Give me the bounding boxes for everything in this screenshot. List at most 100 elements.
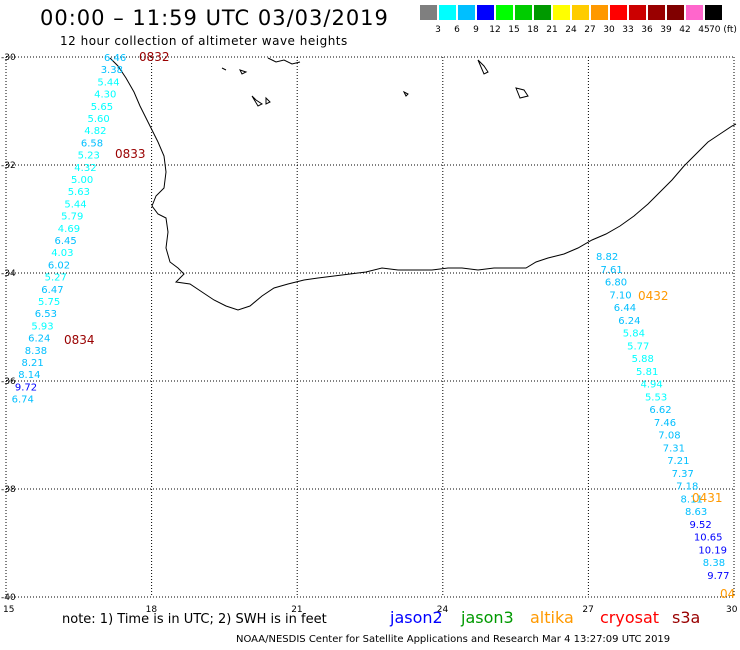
longitude-tick-label: 27 <box>582 605 593 615</box>
color-swatch <box>629 5 646 20</box>
wave-height-value: 5.00 <box>71 175 93 186</box>
color-scale-label: 12 <box>489 25 501 35</box>
color-scale-label: 15 <box>508 25 520 35</box>
latitude-tick-label: -38 <box>1 485 16 495</box>
wave-height-value: 4.69 <box>58 224 80 235</box>
pass-time-label: 0832 <box>139 50 170 64</box>
wave-height-value: 6.53 <box>35 309 57 320</box>
credit-line: NOAA/NESDIS Center for Satellite Applica… <box>236 634 671 645</box>
pass-time-labels: 0832 0833 0834 0432 0431 04 <box>64 50 735 601</box>
color-scale-label: 45 <box>698 25 710 35</box>
color-swatch <box>439 5 456 20</box>
color-scale-label: 39 <box>660 25 672 35</box>
latitude-tick-label: -34 <box>1 269 16 279</box>
color-scale-label: 27 <box>584 25 596 35</box>
pass-time-label: 04 <box>720 587 735 601</box>
wave-height-value: 6.80 <box>605 278 627 289</box>
wave-height-value: 5.65 <box>91 102 113 113</box>
wave-height-value: 7.61 <box>600 265 622 276</box>
color-scale-label: 9 <box>473 25 479 35</box>
wave-height-value: 6.44 <box>614 303 636 314</box>
color-swatch <box>667 5 684 20</box>
wave-height-value: 4.94 <box>641 380 663 391</box>
wave-height-value: 7.18 <box>676 482 698 493</box>
wave-height-value: 4.32 <box>74 163 96 174</box>
wave-height-value: 8.63 <box>685 507 707 518</box>
graticule <box>5 56 735 598</box>
satellite-legend-item: cryosat <box>600 608 660 627</box>
footnote: note: 1) Time is in UTC; 2) SWH is in fe… <box>62 612 327 627</box>
color-swatch <box>534 5 551 20</box>
wave-height-value: 5.44 <box>97 77 119 88</box>
satellite-legend-item: jason3 <box>461 608 514 627</box>
wave-height-value: 6.62 <box>649 405 671 416</box>
wave-height-value: 9.72 <box>15 382 37 393</box>
wave-height-value: 3.38 <box>101 65 123 76</box>
satellite-legend-item: jason2 <box>390 608 443 627</box>
interior-islands <box>221 57 529 107</box>
wave-height-value: 8.14 <box>18 370 40 381</box>
satellite-legend-item: altika <box>530 608 574 627</box>
color-swatch <box>705 5 722 20</box>
wave-height-value: 7.31 <box>663 443 685 454</box>
wave-height-value: 6.58 <box>81 138 103 149</box>
longitude-tick-label: 24 <box>437 605 449 615</box>
wave-height-value: 5.77 <box>627 341 649 352</box>
wave-height-value: 5.88 <box>632 354 654 365</box>
color-scale-label: 36 <box>641 25 653 35</box>
color-swatch <box>515 5 532 20</box>
longitude-tick-label: 18 <box>146 605 158 615</box>
pass-time-label: 0432 <box>638 289 669 303</box>
color-scale-label: 18 <box>527 25 539 35</box>
wave-height-value: 6.46 <box>104 53 126 64</box>
wave-height-value: 6.02 <box>48 260 70 271</box>
wave-height-value: 6.45 <box>55 236 77 247</box>
altimeter-track-west: 6.463.385.444.305.655.604.826.585.234.32… <box>12 53 127 406</box>
wave-height-value: 5.53 <box>645 392 667 403</box>
map-title: 00:00 – 11:59 UTC 03/03/2019 <box>40 6 389 30</box>
longitude-tick-label: 30 <box>726 605 738 615</box>
latitude-tick-label: -36 <box>1 377 16 387</box>
wave-height-value: 5.81 <box>636 367 658 378</box>
color-scale-label: 3 <box>435 25 441 35</box>
longitude-tick-label: 15 <box>3 605 14 615</box>
wave-height-value: 5.63 <box>68 187 90 198</box>
wave-height-value: 6.24 <box>28 334 50 345</box>
color-swatch <box>458 5 475 20</box>
latitude-labels: -30 -32 -34 -36 -38 -40 <box>1 53 16 603</box>
pass-time-label: 0431 <box>692 491 723 505</box>
latitude-tick-label: -32 <box>1 161 16 171</box>
wave-height-value: 5.84 <box>623 329 645 340</box>
color-scale-label: 24 <box>565 25 577 35</box>
wave-height-value: 5.27 <box>45 273 67 284</box>
wave-height-value: 4.30 <box>94 90 116 101</box>
color-swatch <box>686 5 703 20</box>
wave-height-value: 9.52 <box>689 520 711 531</box>
satellite-legend-item: s3a <box>672 608 701 627</box>
altimeter-track-east: 8.82 7.61 6.807.10 6.44 6.24 5.845.77 5.88 5.81… <box>596 252 730 582</box>
latitude-tick-label: -30 <box>1 53 16 63</box>
wave-height-value: 7.46 <box>654 418 676 429</box>
south-africa-coastline <box>109 57 737 311</box>
color-scale-label: 42 <box>679 25 691 35</box>
color-scale-label: 21 <box>546 25 558 35</box>
wave-height-value: 8.38 <box>25 346 47 357</box>
color-swatch <box>572 5 589 20</box>
longitude-labels: 15 18 21 24 27 30 <box>3 605 738 615</box>
wave-height-value: 10.19 <box>698 545 727 556</box>
wave-height-value: 7.37 <box>672 469 694 480</box>
wave-height-value: 4.03 <box>51 248 73 259</box>
wave-height-value: 7.10 <box>609 290 631 301</box>
color-swatch <box>591 5 608 20</box>
wave-height-value: 8.82 <box>596 252 618 263</box>
wave-height-value: 5.44 <box>64 199 86 210</box>
wave-height-value: 8.38 <box>703 558 725 569</box>
color-scale-label: 30 <box>603 25 615 35</box>
wave-height-value: 4.82 <box>84 126 106 137</box>
color-swatch <box>477 5 494 20</box>
color-scale-label: 6 <box>454 25 460 35</box>
wave-height-value: 5.23 <box>78 151 100 162</box>
wave-height-value: 9.77 <box>707 571 729 582</box>
color-swatch <box>648 5 665 20</box>
